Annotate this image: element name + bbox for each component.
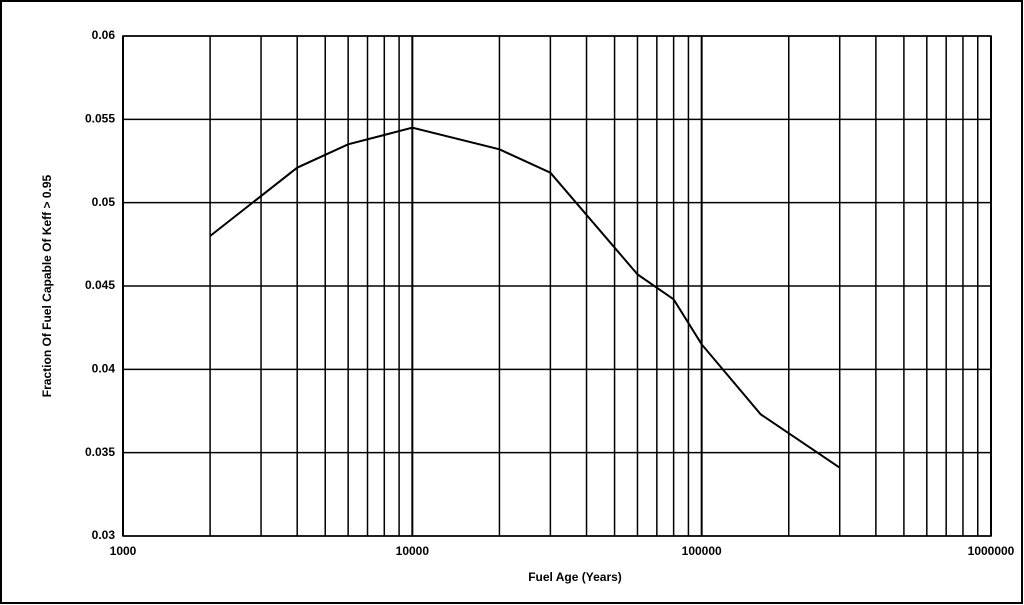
y-tick-label: 0.055 [85, 112, 115, 126]
y-tick-label: 0.04 [92, 362, 116, 376]
y-tick-label: 0.03 [92, 528, 116, 542]
y-tick-label: 0.035 [85, 445, 115, 459]
x-axis-label: Fuel Age (Years) [528, 570, 622, 584]
x-tick-label: 100000 [682, 544, 722, 558]
y-tick-label: 0.06 [92, 28, 116, 42]
y-axis-label: Fraction Of Fuel Capable Of Keff > 0.95 [40, 174, 54, 397]
y-tick-label: 0.05 [92, 195, 116, 209]
y-tick-label: 0.045 [85, 278, 115, 292]
data-line [209, 126, 841, 469]
x-tick-label: 1000 [110, 544, 137, 558]
x-tick-label: 1000000 [968, 544, 1015, 558]
x-tick-label: 10000 [396, 544, 430, 558]
